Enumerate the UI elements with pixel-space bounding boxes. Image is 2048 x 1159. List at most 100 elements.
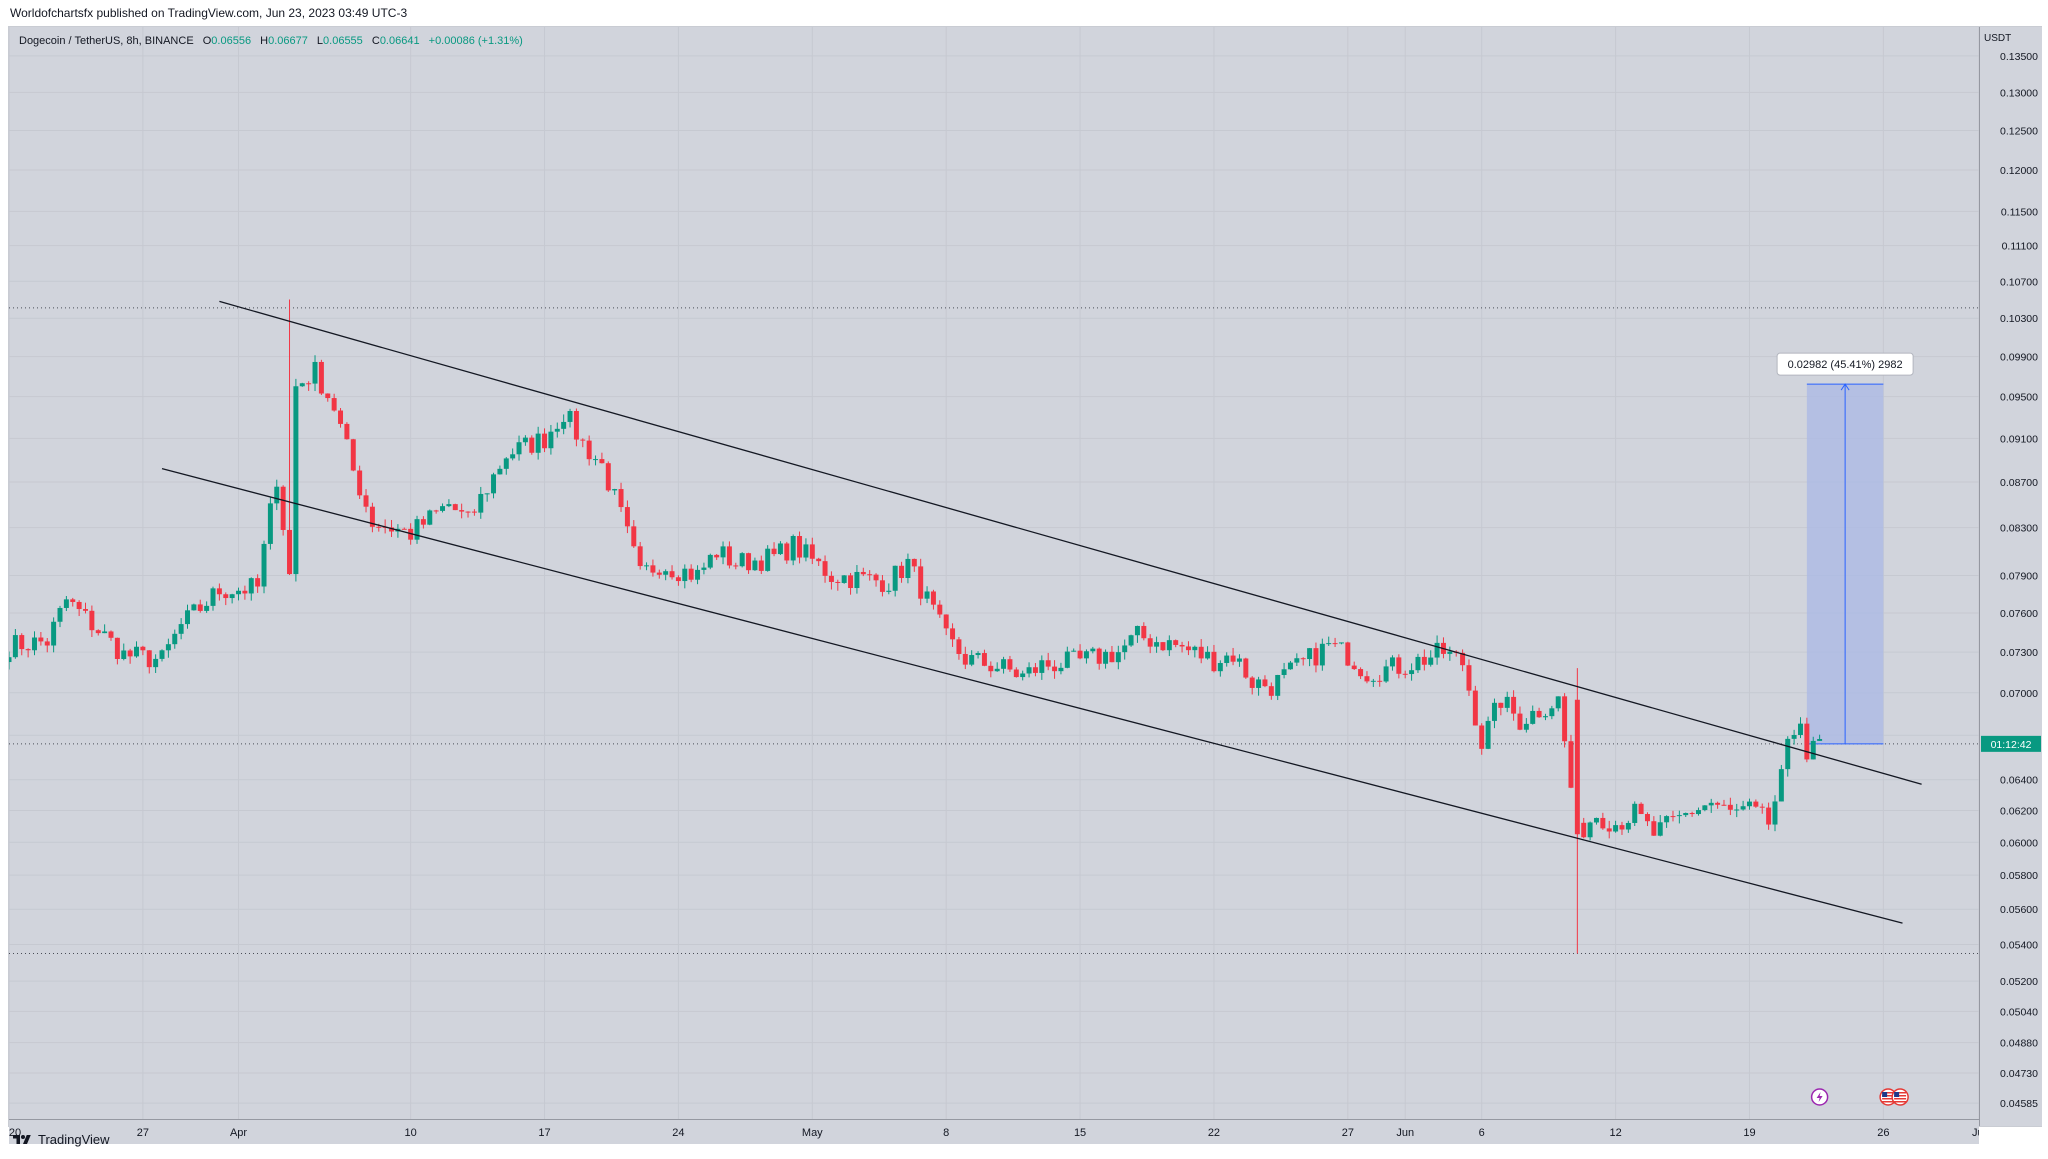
candle-body bbox=[1083, 651, 1089, 659]
candle-body bbox=[1377, 680, 1383, 682]
candle-body bbox=[274, 486, 280, 504]
candle-body bbox=[1185, 646, 1191, 651]
candle-body bbox=[1217, 663, 1223, 672]
candle-body bbox=[701, 567, 707, 570]
candle-body bbox=[1613, 825, 1619, 832]
candle-body bbox=[918, 566, 924, 599]
event-markers[interactable] bbox=[1810, 1088, 1909, 1106]
descending-channel[interactable] bbox=[161, 300, 1922, 924]
candle-body bbox=[1574, 699, 1580, 835]
candle-body bbox=[1409, 670, 1415, 675]
candle-body bbox=[618, 489, 624, 508]
measure-label-box bbox=[1776, 352, 1914, 376]
candle-body bbox=[1192, 646, 1198, 651]
candle-body bbox=[1077, 650, 1083, 659]
candle-body bbox=[937, 604, 943, 615]
candle-body bbox=[1307, 648, 1313, 660]
candle-body bbox=[1517, 713, 1523, 730]
x-tick-label: May bbox=[802, 1127, 823, 1139]
y-tick-label: 0.09100 bbox=[2000, 433, 2038, 445]
candle-body bbox=[752, 560, 758, 571]
candle-body bbox=[1562, 696, 1568, 742]
symbol-name: Dogecoin / TetherUS, 8h, BINANCE bbox=[19, 35, 194, 47]
candle-body bbox=[860, 571, 866, 575]
candle-body bbox=[535, 433, 541, 453]
candle-body bbox=[1549, 708, 1555, 717]
candle-body bbox=[790, 536, 796, 561]
chart-frame[interactable]: Dogecoin / TetherUS, 8h, BINANCE O0.0655… bbox=[8, 26, 2042, 1144]
price-plot[interactable]: 0.02982 (45.41%) 2982 bbox=[9, 27, 1979, 1119]
candle-body bbox=[637, 546, 643, 567]
candle-body bbox=[51, 621, 57, 646]
candle-body bbox=[1358, 669, 1364, 677]
candle-body bbox=[1479, 725, 1485, 749]
candle-body bbox=[280, 486, 286, 530]
y-tick-label: 0.07600 bbox=[2000, 608, 2038, 620]
candle-body bbox=[267, 503, 273, 544]
candle-body bbox=[95, 630, 101, 634]
candle-body bbox=[89, 610, 95, 631]
channel-upper-line bbox=[219, 300, 1922, 785]
candle-body bbox=[1205, 651, 1211, 659]
candle-body bbox=[510, 454, 516, 459]
candle-body bbox=[848, 575, 854, 589]
candle-body bbox=[1740, 806, 1746, 810]
candle-body bbox=[1657, 822, 1663, 836]
y-tick-label: 0.11100 bbox=[2002, 241, 2039, 253]
price-tag-countdown: 01:12:42 bbox=[1991, 739, 2032, 751]
time-axis[interactable]: 2027Apr101724May8152227Jun6121926Jul bbox=[9, 1119, 1979, 1144]
candle-body bbox=[797, 536, 803, 558]
candle-body bbox=[114, 637, 120, 659]
candle-body bbox=[299, 383, 305, 387]
candle-body bbox=[707, 554, 713, 568]
candle-body bbox=[720, 546, 726, 558]
candle-body bbox=[1555, 696, 1561, 709]
candle-body bbox=[1090, 648, 1096, 652]
candle-body bbox=[1683, 812, 1689, 816]
candle-body bbox=[656, 572, 662, 575]
candle-body bbox=[1147, 638, 1153, 647]
candle-body bbox=[1166, 640, 1172, 651]
candle-body bbox=[1670, 816, 1676, 818]
footer-brand: TradingView bbox=[38, 1132, 110, 1147]
candle-body bbox=[32, 637, 37, 651]
candle-body bbox=[76, 601, 82, 610]
candle-body bbox=[172, 633, 178, 645]
candle-body bbox=[1632, 803, 1638, 823]
candle-body bbox=[19, 635, 25, 650]
publisher-line: Worldofchartsfx published on TradingView… bbox=[10, 6, 408, 20]
candle-body bbox=[580, 439, 586, 441]
y-tick-label: 0.07300 bbox=[2000, 647, 2038, 659]
candle-body bbox=[465, 511, 471, 513]
candle-body bbox=[1313, 648, 1319, 666]
x-tick-label: Jun bbox=[1396, 1127, 1414, 1139]
candle-body bbox=[1122, 645, 1128, 653]
x-tick-label: 22 bbox=[1208, 1127, 1220, 1139]
candle-body bbox=[1243, 658, 1249, 678]
y-tick-label: 0.07900 bbox=[2000, 570, 2038, 582]
price-range-measure[interactable]: 0.02982 (45.41%) 2982 bbox=[1776, 352, 1914, 745]
candle-body bbox=[726, 546, 732, 566]
candle-body bbox=[1804, 723, 1810, 760]
candle-body bbox=[1619, 825, 1625, 830]
candle-body bbox=[1115, 652, 1121, 663]
y-tick-label: 0.08300 bbox=[2000, 523, 2038, 535]
candle-body bbox=[1007, 659, 1013, 670]
candle-body bbox=[956, 639, 962, 654]
flag-stripe bbox=[1882, 1092, 1895, 1094]
x-tick-label: 12 bbox=[1609, 1127, 1621, 1139]
candle-body bbox=[38, 637, 44, 642]
candle-body bbox=[83, 609, 88, 611]
candle-body bbox=[1791, 734, 1797, 739]
change-value: +0.00086 (+1.31%) bbox=[428, 35, 523, 47]
candle-body bbox=[1224, 655, 1230, 664]
candle-body bbox=[573, 411, 579, 440]
candle-body bbox=[771, 548, 777, 555]
candle-body bbox=[1606, 828, 1612, 832]
candle-body bbox=[1230, 655, 1236, 662]
candle-body bbox=[1772, 801, 1778, 825]
candle-body bbox=[988, 665, 994, 672]
price-axis[interactable]: USDT 0.13500 0.13000 0.12500 0.12000 0.11500… bbox=[1979, 27, 2042, 1126]
candle-body bbox=[1817, 739, 1823, 741]
candle-body bbox=[924, 591, 930, 599]
